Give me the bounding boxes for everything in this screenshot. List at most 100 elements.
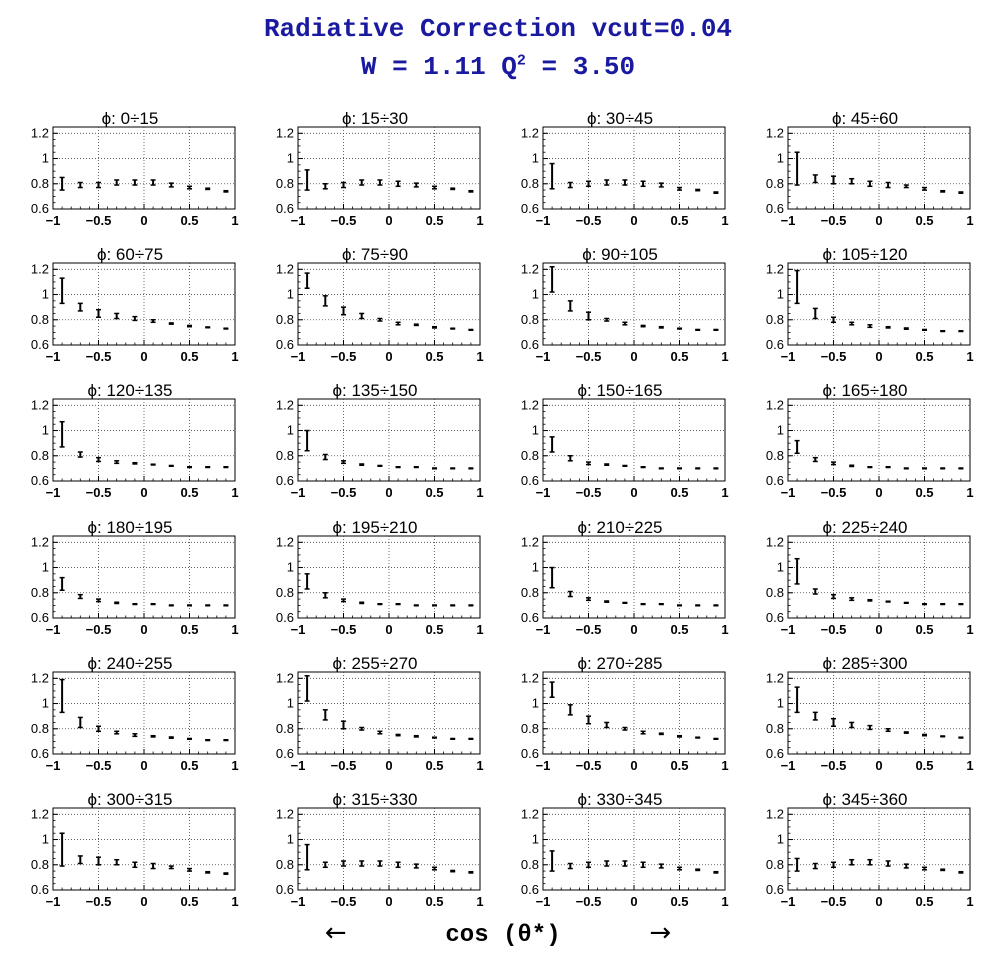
panel-title: ϕ: 285÷300	[822, 654, 907, 673]
data-point	[849, 464, 855, 468]
data-point	[377, 464, 383, 467]
y-tick-label: 1.2	[276, 397, 294, 412]
x-tick-label: −1	[46, 894, 61, 909]
data-point	[432, 467, 437, 470]
data-point	[622, 601, 628, 604]
data-point	[812, 174, 818, 184]
data-point	[658, 182, 664, 188]
panel-16: −1 −0.5 0 0.5 1 0.6 0.8 1 1.2 ϕ: 225÷240	[766, 518, 974, 637]
data-point	[713, 870, 719, 874]
data-point	[940, 868, 946, 872]
y-tick-label: 0.6	[766, 746, 784, 761]
panel-frame	[297, 398, 481, 482]
data-point	[549, 436, 555, 453]
data-point	[223, 189, 229, 193]
data-point	[359, 601, 365, 605]
data-point	[695, 467, 701, 470]
panel-15: −1 −0.5 0 0.5 1 0.6 0.8 1 1.2 ϕ: 210÷225	[521, 518, 729, 637]
y-tick-label: 1.2	[521, 806, 539, 821]
x-tick-label: −1	[781, 349, 796, 364]
x-tick-label: 0	[385, 758, 392, 773]
data-point	[812, 307, 818, 320]
x-tick-label: 0.5	[180, 758, 198, 773]
panel-frame	[52, 535, 236, 619]
data-point	[831, 316, 836, 324]
title-w-q: W = 1.11 Q	[360, 52, 517, 82]
data-point	[812, 711, 818, 721]
y-tick-label: 0.6	[31, 610, 49, 625]
x-axis-caption: ← cos (θ*) →	[0, 918, 996, 949]
data-point	[885, 600, 891, 603]
y-tick-label: 1.2	[766, 397, 784, 412]
y-tick-label: 1	[287, 423, 294, 438]
data-point	[77, 181, 83, 189]
data-point	[59, 277, 65, 305]
x-tick-label: 1	[476, 485, 483, 500]
y-tick-label: 1.2	[521, 125, 539, 140]
panel-23: −1 −0.5 0 0.5 1 0.6 0.8 1 1.2 ϕ: 330÷345	[521, 790, 729, 909]
x-tick-label: 0	[630, 213, 637, 228]
panel-8: −1 −0.5 0 0.5 1 0.6 0.8 1 1.2 ϕ: 105÷120	[766, 245, 974, 364]
y-tick-label: 1.2	[31, 806, 49, 821]
y-tick-label: 1.2	[276, 534, 294, 549]
y-tick-label: 1	[777, 423, 784, 438]
data-point	[812, 862, 818, 870]
x-tick-label: −1	[781, 622, 796, 637]
data-point	[658, 863, 664, 869]
x-tick-label: 0	[140, 622, 147, 637]
y-tick-label: 0.8	[521, 176, 539, 191]
data-point	[586, 861, 591, 869]
panel-frame	[297, 807, 481, 891]
panel-10: −1 −0.5 0 0.5 1 0.6 0.8 1 1.2 ϕ: 135÷150	[276, 381, 484, 500]
x-tick-label: 0	[385, 485, 392, 500]
y-tick-label: 1	[777, 560, 784, 575]
data-point	[187, 867, 192, 872]
data-point	[640, 730, 646, 735]
panel-frame	[787, 807, 971, 891]
data-point	[187, 604, 192, 607]
x-tick-label: 0	[630, 349, 637, 364]
data-point	[223, 738, 229, 742]
x-tick-label: −1	[536, 758, 551, 773]
y-tick-label: 0.8	[521, 312, 539, 327]
y-tick-label: 0.6	[276, 201, 294, 216]
y-tick-label: 0.6	[766, 337, 784, 352]
data-point	[223, 465, 229, 469]
y-tick-label: 1	[287, 696, 294, 711]
panel-grid: −1 −0.5 0 0.5 1 0.6 0.8 1 1.2 ϕ: 0÷15 −1 −0.5 0 0.5 1 0…	[31, 109, 974, 909]
data-point	[586, 180, 591, 188]
y-tick-label: 0.6	[766, 882, 784, 897]
y-tick-label: 0.8	[521, 721, 539, 736]
x-tick-label: −0.5	[576, 349, 602, 364]
x-tick-label: 0	[875, 758, 882, 773]
data-point	[713, 328, 719, 331]
y-tick-label: 0.6	[521, 337, 539, 352]
data-point	[96, 181, 101, 189]
x-tick-label: 0	[630, 894, 637, 909]
data-point	[640, 324, 646, 328]
x-tick-label: 0.5	[180, 622, 198, 637]
data-point	[958, 467, 964, 470]
y-tick-label: 1	[287, 560, 294, 575]
panel-22: −1 −0.5 0 0.5 1 0.6 0.8 1 1.2 ϕ: 315÷330	[276, 790, 484, 909]
data-point	[322, 295, 328, 307]
panel-title: ϕ: 210÷225	[577, 518, 662, 537]
y-tick-label: 1	[42, 560, 49, 575]
panel-2: −1 −0.5 0 0.5 1 0.6 0.8 1 1.2 ϕ: 15÷30	[276, 109, 484, 228]
x-tick-label: −0.5	[86, 349, 112, 364]
y-tick-label: 1	[532, 151, 539, 166]
y-tick-label: 0.6	[276, 610, 294, 625]
data-point	[794, 151, 800, 186]
y-tick-label: 0.8	[276, 721, 294, 736]
y-tick-label: 1.2	[521, 261, 539, 276]
data-point	[831, 861, 836, 869]
y-tick-label: 1.2	[766, 534, 784, 549]
x-tick-label: 0	[140, 894, 147, 909]
panel-title: ϕ: 330÷345	[577, 790, 662, 809]
panel-14: −1 −0.5 0 0.5 1 0.6 0.8 1 1.2 ϕ: 195÷210	[276, 518, 484, 637]
panel-3: −1 −0.5 0 0.5 1 0.6 0.8 1 1.2 ϕ: 30÷45	[521, 109, 729, 228]
x-tick-label: 0.5	[180, 485, 198, 500]
data-point	[59, 832, 65, 867]
data-point	[150, 734, 156, 738]
data-point	[377, 860, 383, 867]
